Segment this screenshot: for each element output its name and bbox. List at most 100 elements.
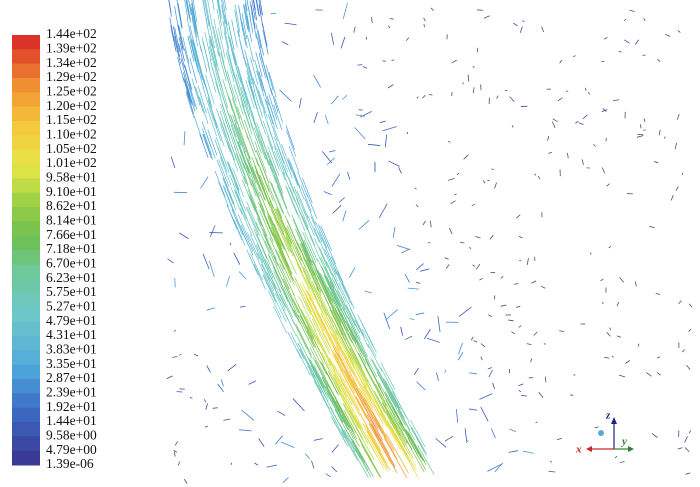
vector (608, 245, 612, 249)
vector (246, 249, 259, 276)
vector (460, 241, 465, 244)
vector (264, 98, 274, 125)
vector (384, 437, 408, 479)
vector (207, 63, 217, 93)
vector (218, 181, 229, 207)
vector (345, 328, 363, 363)
vector (339, 329, 358, 365)
vector (237, 142, 250, 174)
vector (476, 263, 481, 270)
vector (508, 450, 518, 453)
vector (345, 304, 360, 333)
vector (315, 221, 328, 249)
vector (273, 223, 290, 258)
vector (266, 464, 277, 468)
vector (511, 331, 516, 335)
vector (618, 51, 622, 53)
vector (218, 76, 229, 108)
vector (334, 324, 354, 360)
vector (258, 4, 264, 29)
vector (274, 234, 290, 269)
vector (214, 170, 226, 197)
vector (194, 52, 203, 81)
vector (240, 91, 252, 123)
vector (245, 79, 255, 110)
vector (270, 87, 279, 113)
vector (470, 336, 474, 341)
vector (593, 144, 596, 147)
legend-band (12, 35, 40, 50)
vector (327, 286, 343, 318)
vector (223, 184, 235, 212)
vector (305, 259, 322, 293)
vector (268, 197, 285, 233)
vector (509, 96, 515, 103)
vector (202, 0, 209, 28)
vector (253, 90, 263, 118)
vector (320, 360, 338, 395)
vector (350, 325, 367, 357)
vector (263, 233, 279, 267)
vector (278, 250, 295, 286)
vector (320, 273, 335, 304)
vector (262, 120, 274, 150)
vector (429, 220, 432, 228)
vector (430, 7, 434, 11)
vector (281, 41, 289, 46)
vector (246, 201, 260, 232)
vector (376, 371, 393, 402)
vector (489, 234, 494, 240)
vector (533, 331, 538, 336)
vector (559, 59, 563, 64)
vector (217, 51, 227, 82)
vector (217, 0, 220, 12)
vector (263, 111, 274, 141)
vector (471, 204, 475, 206)
vector (191, 2, 197, 29)
vector (297, 241, 313, 276)
vector (302, 232, 317, 264)
vector (394, 402, 411, 431)
vector (202, 87, 212, 115)
vector (297, 171, 308, 198)
vector (311, 318, 331, 355)
vector (341, 414, 360, 447)
vector (251, 0, 256, 20)
vector (245, 165, 259, 199)
vector (336, 408, 354, 440)
vector (643, 18, 646, 22)
vector (552, 118, 558, 123)
vector (250, 57, 259, 86)
vector (416, 96, 419, 99)
vector (387, 84, 394, 89)
vector (347, 324, 365, 357)
vector (231, 65, 241, 97)
vector (475, 236, 481, 239)
vector (273, 151, 286, 181)
vector (228, 37, 236, 66)
vector (467, 74, 470, 82)
vector (435, 372, 439, 381)
vector (217, 146, 228, 174)
vector (179, 353, 182, 356)
vector (230, 186, 243, 215)
vector (366, 429, 389, 468)
vector (603, 37, 608, 40)
vector (208, 19, 215, 48)
vector (301, 291, 320, 329)
vector (258, 438, 265, 447)
vector (388, 424, 410, 463)
vector (309, 341, 327, 376)
vector (389, 18, 394, 20)
vector (216, 159, 228, 187)
vector (222, 20, 230, 50)
legend-label: 1.15e+02 (46, 112, 97, 127)
legend-label: 1.05e+02 (46, 141, 97, 156)
vector (526, 258, 529, 266)
vector (173, 35, 181, 62)
vector (321, 362, 340, 396)
vector (237, 197, 251, 228)
vector (329, 307, 347, 341)
vector (508, 319, 514, 322)
vector (657, 58, 661, 62)
